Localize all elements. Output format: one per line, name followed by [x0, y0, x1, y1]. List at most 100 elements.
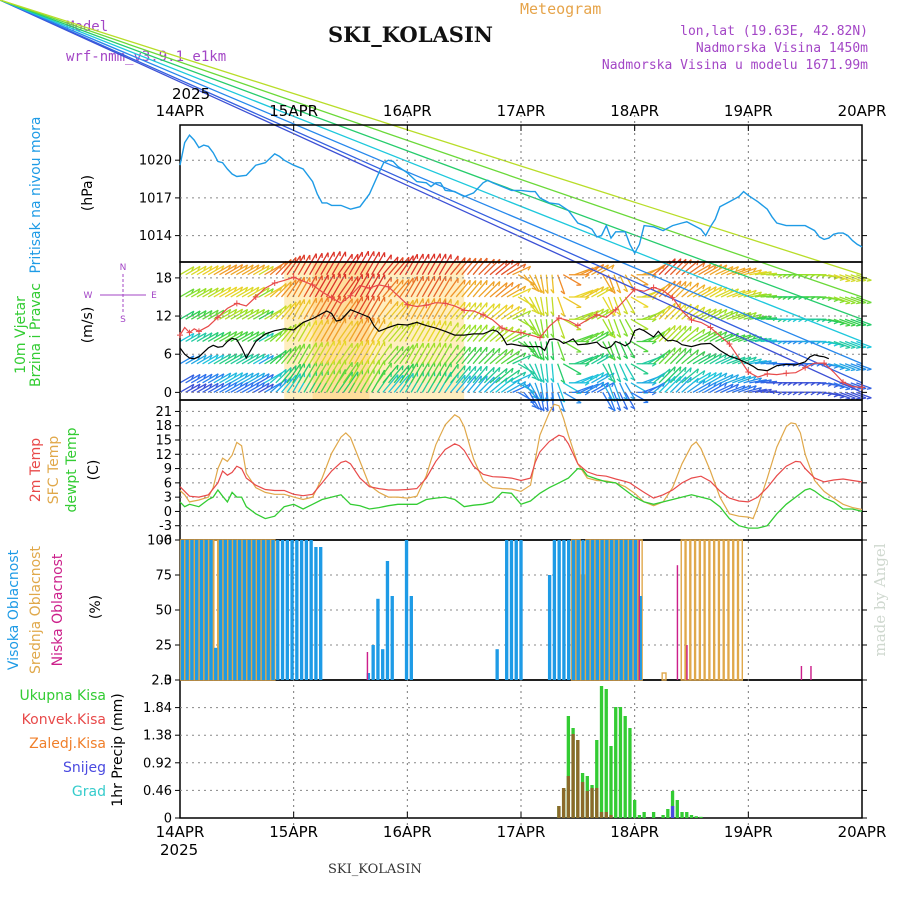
footer-station: SKI_KOLASIN: [328, 862, 422, 877]
wind-barb: [241, 382, 260, 393]
wind-barb: [737, 385, 757, 393]
wind-barb-head: [510, 368, 514, 373]
wind-barb: [359, 340, 375, 365]
high-cloud-bar: [214, 647, 218, 680]
wind-barb: [416, 253, 430, 276]
wind-barb-head: [510, 348, 514, 354]
high-cloud-bar: [252, 540, 256, 680]
high-cloud-bar: [567, 540, 571, 680]
precip-bar: [561, 788, 566, 818]
wind-barb-head: [522, 371, 527, 377]
wind-barb-head: [560, 290, 566, 295]
high-cloud-bar: [514, 540, 518, 680]
wind-barb: [438, 343, 452, 365]
wind-barb: [517, 382, 536, 394]
wind-barb: [438, 254, 452, 276]
high-cloud-bar: [595, 540, 599, 680]
precip-bar: [614, 707, 618, 818]
wind-barb: [686, 379, 706, 393]
wind-barb-head: [401, 346, 404, 352]
wind-barb: [523, 363, 537, 379]
wind-barb: [325, 317, 341, 342]
wind-barb: [715, 374, 734, 384]
wind-barb: [828, 296, 845, 302]
wind-barb: [579, 373, 599, 384]
wind-barb-head: [191, 333, 195, 338]
wind-barb: [512, 265, 531, 276]
wind-barb: [382, 374, 399, 393]
high-cloud-bar: [376, 598, 380, 680]
x-tick-label-bottom: 18APR: [610, 823, 659, 841]
cloud-legend-high: Visoka Oblacnost: [6, 549, 22, 670]
wind-barb: [264, 330, 283, 343]
y-tick-label: 18: [155, 419, 172, 434]
wind-barb: [292, 362, 305, 384]
wind-barb: [545, 392, 549, 412]
wind-barb-head: [203, 265, 207, 271]
wind-barb-head: [468, 280, 471, 285]
wind-barb-head: [270, 266, 274, 271]
wind-barb: [0, 0, 863, 298]
wind-barb-head: [191, 266, 195, 272]
wind-barb-head: [527, 310, 532, 316]
wind-gust-line: [179, 276, 863, 388]
wind-barb-head: [407, 365, 410, 371]
wind-barb: [692, 372, 711, 384]
wind-barb: [275, 367, 292, 384]
wind-barb: [337, 298, 353, 320]
wind-barb: [247, 308, 265, 320]
wind-barb: [466, 346, 482, 365]
wind-barb: [647, 353, 666, 365]
wind-barb: [365, 340, 380, 365]
wind-barb-head: [584, 296, 590, 301]
wind-barb: [681, 368, 699, 384]
wind-gust-marker: [186, 329, 193, 336]
wind-barb: [669, 347, 687, 365]
wind-gust-marker: [783, 370, 790, 377]
wind-barb: [715, 383, 734, 393]
wind-barb-head: [239, 308, 244, 314]
precip-bar: [675, 800, 679, 818]
precip-ylabel: 1hr Precip (mm): [110, 693, 126, 806]
wind-barb-head: [713, 372, 717, 378]
x-tick-label-bottom: 17APR: [497, 823, 546, 841]
wind-barb: [709, 308, 728, 320]
wind-barb: [185, 383, 201, 393]
wind-barb: [574, 375, 594, 384]
wind-barb: [416, 298, 430, 320]
wind-barb: [630, 363, 649, 375]
wind-barb: [534, 296, 543, 316]
wind-barb-head: [856, 368, 861, 372]
wind-barb: [619, 382, 629, 401]
wind-barb: [703, 308, 723, 320]
high-cloud-bar: [271, 540, 275, 680]
wind-barb: [393, 256, 410, 276]
x-tick-label-bottom: 20APR: [838, 823, 887, 841]
wind-barb-head: [696, 349, 700, 355]
wind-barb: [190, 373, 207, 384]
pressure-ylabel: Pritisak na nivou mora: [28, 116, 44, 273]
high-cloud-bar: [409, 596, 413, 680]
wind-barb: [433, 342, 447, 365]
wind-barb-head: [233, 382, 238, 387]
wind-barb: [737, 267, 757, 276]
wind-barb-head: [294, 279, 297, 285]
wind-barb: [230, 382, 248, 393]
wind-barb-head: [197, 374, 201, 379]
wind-barb-head: [560, 357, 566, 362]
wind-barb: [703, 286, 723, 298]
wind-barb-head: [209, 383, 213, 389]
wind-barb: [856, 340, 872, 348]
wind-barb: [410, 361, 424, 384]
wind-barb-head: [396, 301, 399, 307]
wind-barb-head: [463, 365, 466, 371]
wind-barb-head: [752, 375, 757, 381]
wind-barb: [669, 303, 687, 320]
wind-barb: [478, 303, 495, 320]
low-cloud-bar: [638, 540, 640, 680]
wind-barb-head: [752, 267, 757, 273]
wind-barb: [399, 277, 414, 298]
wind-barb-head: [250, 309, 254, 314]
wind-barb-head: [684, 281, 687, 287]
wind-barb: [591, 286, 609, 298]
